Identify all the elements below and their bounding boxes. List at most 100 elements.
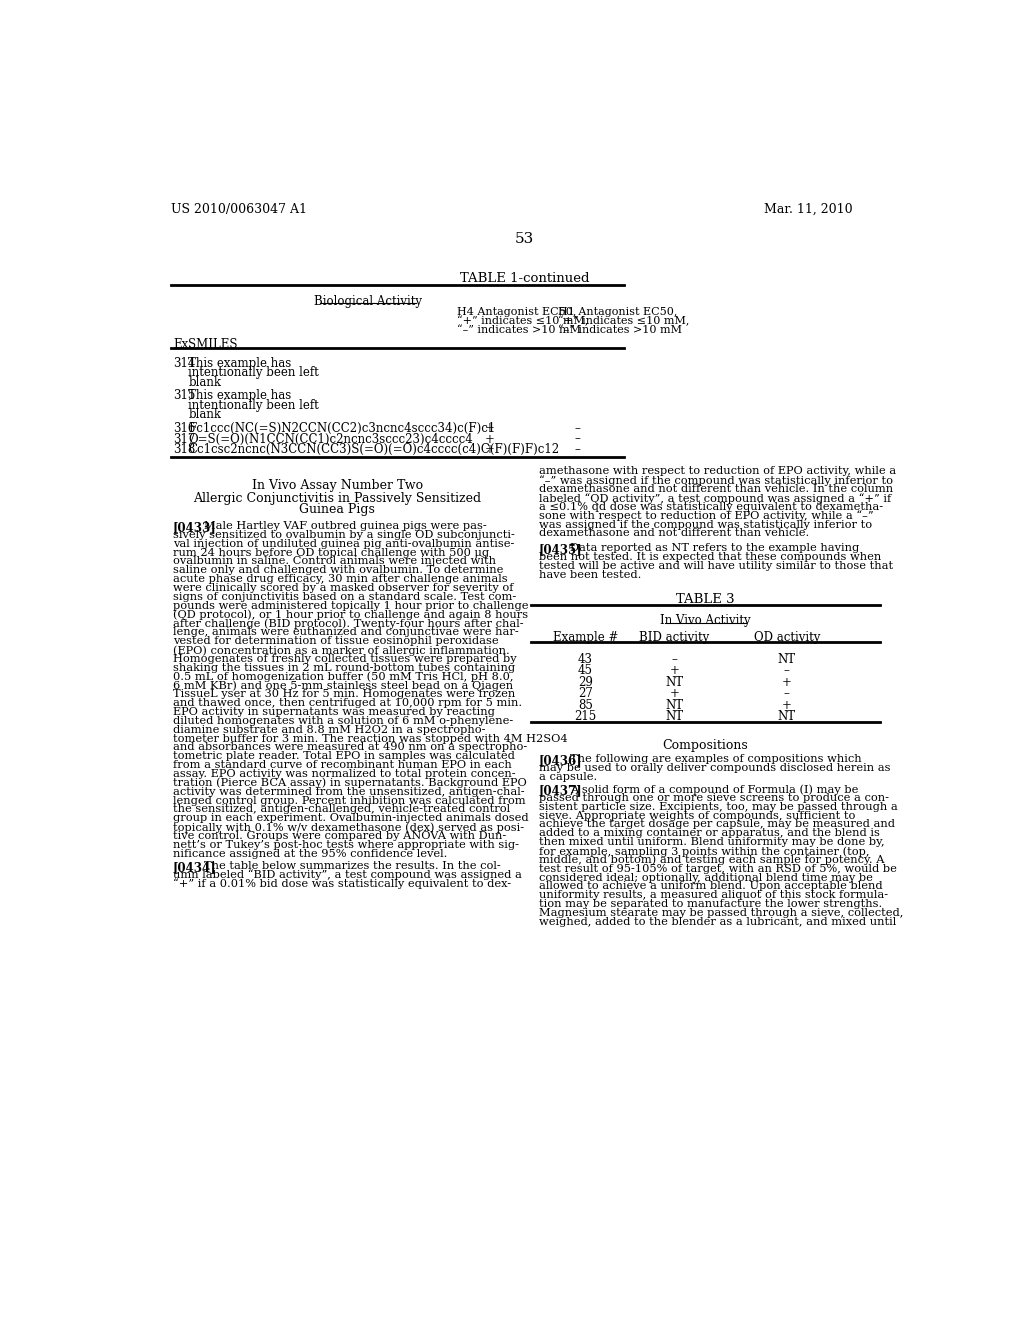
Text: 85: 85 bbox=[578, 700, 593, 711]
Text: sistent particle size. Excipients, too, may be passed through a: sistent particle size. Excipients, too, … bbox=[539, 801, 897, 812]
Text: Compositions: Compositions bbox=[663, 739, 749, 752]
Text: 215: 215 bbox=[574, 710, 596, 723]
Text: 314: 314 bbox=[173, 358, 196, 370]
Text: NT: NT bbox=[666, 710, 683, 723]
Text: In Vivo Assay Number Two: In Vivo Assay Number Two bbox=[252, 479, 423, 492]
Text: lenge, animals were euthanized and conjunctivae were har-: lenge, animals were euthanized and conju… bbox=[173, 627, 519, 638]
Text: Magnesium stearate may be passed through a sieve, collected,: Magnesium stearate may be passed through… bbox=[539, 908, 903, 917]
Text: [0434]: [0434] bbox=[173, 861, 216, 874]
Text: –: – bbox=[574, 422, 581, 434]
Text: activity was determined from the unsensitized, antigen-chal-: activity was determined from the unsensi… bbox=[173, 787, 524, 797]
Text: diluted homogenates with a solution of 6 mM o-phenylene-: diluted homogenates with a solution of 6… bbox=[173, 715, 513, 726]
Text: 0.5 mL of homogenization buffer (50 mM Tris HCl, pH 8.0,: 0.5 mL of homogenization buffer (50 mM T… bbox=[173, 672, 513, 682]
Text: Mar. 11, 2010: Mar. 11, 2010 bbox=[764, 203, 852, 216]
Text: rum 24 hours before OD topical challenge with 500 μg: rum 24 hours before OD topical challenge… bbox=[173, 548, 489, 557]
Text: diamine substrate and 8.8 mM H2O2 in a spectropho-: diamine substrate and 8.8 mM H2O2 in a s… bbox=[173, 725, 485, 735]
Text: NT: NT bbox=[777, 710, 796, 723]
Text: +: + bbox=[485, 444, 495, 457]
Text: +: + bbox=[781, 700, 792, 711]
Text: (QD protocol), or 1 hour prior to challenge and again 8 hours: (QD protocol), or 1 hour prior to challe… bbox=[173, 610, 528, 620]
Text: +: + bbox=[670, 688, 679, 701]
Text: “+” indicates ≤10 mM,: “+” indicates ≤10 mM, bbox=[558, 315, 689, 326]
Text: 29: 29 bbox=[578, 676, 593, 689]
Text: NT: NT bbox=[777, 653, 796, 665]
Text: (EPO) concentration as a marker of allergic inflammation.: (EPO) concentration as a marker of aller… bbox=[173, 645, 510, 656]
Text: labeled “QD activity”, a test compound was assigned a “+” if: labeled “QD activity”, a test compound w… bbox=[539, 492, 891, 504]
Text: 6 mM KBr) and one 5-mm stainless steel bead on a Qiagen: 6 mM KBr) and one 5-mm stainless steel b… bbox=[173, 681, 513, 692]
Text: a ≤0.1% qd dose was statistically equivalent to dexametha-: a ≤0.1% qd dose was statistically equiva… bbox=[539, 502, 883, 512]
Text: vested for determination of tissue eosinophil peroxidase: vested for determination of tissue eosin… bbox=[173, 636, 499, 647]
Text: Allergic Conjunctivitis in Passively Sensitized: Allergic Conjunctivitis in Passively Sen… bbox=[194, 492, 481, 504]
Text: H4 Antagonist EC50,: H4 Antagonist EC50, bbox=[458, 308, 577, 317]
Text: This example has: This example has bbox=[188, 389, 292, 403]
Text: +: + bbox=[670, 664, 679, 677]
Text: signs of conjunctivitis based on a standard scale. Test com-: signs of conjunctivitis based on a stand… bbox=[173, 591, 516, 602]
Text: val injection of undiluted guinea pig anti-ovalbumin antise-: val injection of undiluted guinea pig an… bbox=[173, 539, 514, 549]
Text: passed through one or more sieve screens to produce a con-: passed through one or more sieve screens… bbox=[539, 793, 889, 803]
Text: 316: 316 bbox=[173, 422, 196, 434]
Text: “–” was assigned if the compound was statistically inferior to: “–” was assigned if the compound was sta… bbox=[539, 475, 893, 486]
Text: Example #: Example # bbox=[553, 631, 617, 644]
Text: 318: 318 bbox=[173, 444, 196, 457]
Text: “+” indicates ≤10 mM,: “+” indicates ≤10 mM, bbox=[458, 315, 589, 326]
Text: +: + bbox=[781, 676, 792, 689]
Text: Fc1ccc(NC(=S)N2CCN(CC2)c3ncnc4sccc34)c(F)c1: Fc1ccc(NC(=S)N2CCN(CC2)c3ncnc4sccc34)c(F… bbox=[188, 422, 496, 434]
Text: were clinically scored by a masked observer for severity of: were clinically scored by a masked obser… bbox=[173, 583, 513, 593]
Text: sone with respect to reduction of EPO activity, while a “–”: sone with respect to reduction of EPO ac… bbox=[539, 511, 873, 521]
Text: uniformity results, a measured aliquot of this stock formula-: uniformity results, a measured aliquot o… bbox=[539, 890, 888, 900]
Text: group in each experiment. Ovalbumin-injected animals dosed: group in each experiment. Ovalbumin-inje… bbox=[173, 813, 528, 824]
Text: NT: NT bbox=[666, 676, 683, 689]
Text: –: – bbox=[574, 433, 581, 446]
Text: TissueL yser at 30 Hz for 5 min. Homogenates were frozen: TissueL yser at 30 Hz for 5 min. Homogen… bbox=[173, 689, 515, 700]
Text: [0437]: [0437] bbox=[539, 784, 583, 797]
Text: intentionally been left: intentionally been left bbox=[188, 399, 319, 412]
Text: blank: blank bbox=[188, 376, 221, 388]
Text: Male Hartley VAF outbred guinea pigs were pas-: Male Hartley VAF outbred guinea pigs wer… bbox=[204, 521, 486, 531]
Text: Ex.: Ex. bbox=[173, 338, 191, 351]
Text: A solid form of a compound of Formula (I) may be: A solid form of a compound of Formula (I… bbox=[569, 784, 858, 795]
Text: sively sensitized to ovalbumin by a single OD subconjuncti-: sively sensitized to ovalbumin by a sing… bbox=[173, 529, 515, 540]
Text: –: – bbox=[783, 688, 790, 701]
Text: after challenge (BID protocol). Twenty-four hours after chal-: after challenge (BID protocol). Twenty-f… bbox=[173, 619, 523, 630]
Text: then mixed until uniform. Blend uniformity may be done by,: then mixed until uniform. Blend uniformi… bbox=[539, 837, 885, 847]
Text: added to a mixing container or apparatus, and the blend is: added to a mixing container or apparatus… bbox=[539, 829, 880, 838]
Text: Cc1csc2ncnc(N3CCN(CC3)S(=O)(=O)c4cccc(c4)C(F)(F)F)c12: Cc1csc2ncnc(N3CCN(CC3)S(=O)(=O)c4cccc(c4… bbox=[188, 444, 559, 457]
Text: may be used to orally deliver compounds disclosed herein as: may be used to orally deliver compounds … bbox=[539, 763, 890, 774]
Text: middle, and bottom) and testing each sample for potency. A: middle, and bottom) and testing each sam… bbox=[539, 855, 885, 866]
Text: +: + bbox=[485, 422, 495, 434]
Text: tested will be active and will have utility similar to those that: tested will be active and will have util… bbox=[539, 561, 893, 572]
Text: been not tested. It is expected that these compounds when: been not tested. It is expected that the… bbox=[539, 552, 881, 562]
Text: ovalbumin in saline. Control animals were injected with: ovalbumin in saline. Control animals wer… bbox=[173, 557, 496, 566]
Text: acute phase drug efficacy, 30 min after challenge animals: acute phase drug efficacy, 30 min after … bbox=[173, 574, 508, 585]
Text: tion may be separated to manufacture the lower strengths.: tion may be separated to manufacture the… bbox=[539, 899, 882, 909]
Text: TABLE 3: TABLE 3 bbox=[676, 593, 734, 606]
Text: dexamethasone and not different than vehicle.: dexamethasone and not different than veh… bbox=[539, 528, 809, 539]
Text: 43: 43 bbox=[578, 653, 593, 665]
Text: [0435]: [0435] bbox=[539, 544, 583, 557]
Text: –: – bbox=[783, 664, 790, 677]
Text: US 2010/0063047 A1: US 2010/0063047 A1 bbox=[171, 203, 306, 216]
Text: saline only and challenged with ovalbumin. To determine: saline only and challenged with ovalbumi… bbox=[173, 565, 504, 576]
Text: Data reported as NT refers to the example having: Data reported as NT refers to the exampl… bbox=[569, 544, 859, 553]
Text: have been tested.: have been tested. bbox=[539, 570, 641, 579]
Text: nificance assigned at the 95% confidence level.: nificance assigned at the 95% confidence… bbox=[173, 849, 447, 859]
Text: umn labeled “BID activity”, a test compound was assigned a: umn labeled “BID activity”, a test compo… bbox=[173, 870, 522, 880]
Text: SMILES: SMILES bbox=[188, 338, 238, 351]
Text: achieve the target dosage per capsule, may be measured and: achieve the target dosage per capsule, m… bbox=[539, 820, 895, 829]
Text: test result of 95-105% of target, with an RSD of 5%, would be: test result of 95-105% of target, with a… bbox=[539, 863, 897, 874]
Text: amethasone with respect to reduction of EPO activity, while a: amethasone with respect to reduction of … bbox=[539, 466, 896, 477]
Text: +: + bbox=[485, 433, 495, 446]
Text: “–” indicates >10 mM: “–” indicates >10 mM bbox=[458, 325, 582, 335]
Text: In Vivo Activity: In Vivo Activity bbox=[660, 614, 751, 627]
Text: –: – bbox=[574, 444, 581, 457]
Text: for example, sampling 3 points within the container (top,: for example, sampling 3 points within th… bbox=[539, 846, 869, 857]
Text: tration (Pierce BCA assay) in supernatants. Background EPO: tration (Pierce BCA assay) in supernatan… bbox=[173, 777, 526, 788]
Text: 27: 27 bbox=[578, 688, 593, 701]
Text: TABLE 1-continued: TABLE 1-continued bbox=[460, 272, 590, 285]
Text: QD activity: QD activity bbox=[754, 631, 820, 644]
Text: nett’s or Tukey’s post-hoc tests where appropriate with sig-: nett’s or Tukey’s post-hoc tests where a… bbox=[173, 840, 519, 850]
Text: tive control. Groups were compared by ANOVA with Dun-: tive control. Groups were compared by AN… bbox=[173, 832, 506, 841]
Text: dexamethasone and not different than vehicle. In the column: dexamethasone and not different than veh… bbox=[539, 484, 893, 494]
Text: topically with 0.1% w/v dexamethasone (dex) served as posi-: topically with 0.1% w/v dexamethasone (d… bbox=[173, 822, 524, 833]
Text: sieve. Appropriate weights of compounds, sufficient to: sieve. Appropriate weights of compounds,… bbox=[539, 810, 855, 821]
